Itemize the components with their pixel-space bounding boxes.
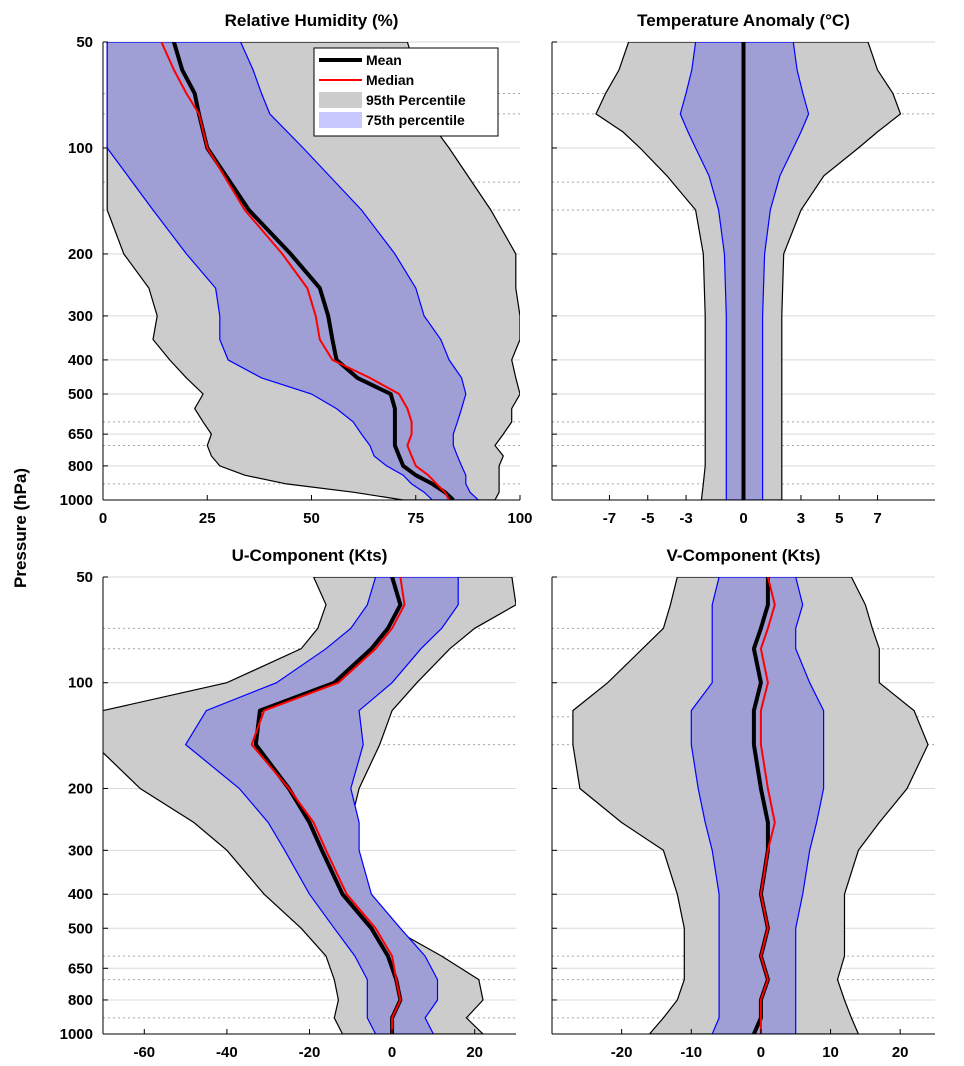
- y-tick-label: 800: [68, 458, 93, 475]
- median-line: [160, 42, 450, 500]
- panel-title: V-Component (Kts): [667, 546, 821, 565]
- x-tick-label: 3: [797, 510, 805, 527]
- y-tick-label: 1000: [60, 1026, 93, 1043]
- p75-band: [184, 577, 459, 1034]
- y-tick-label: 100: [68, 675, 93, 692]
- y-tick-label: 300: [68, 842, 93, 859]
- x-tick-label: 0: [99, 510, 107, 527]
- panel-4: V-Component (Kts) -20 -10 0 10 20: [551, 546, 935, 1061]
- x-tick-label: -10: [680, 1044, 702, 1061]
- panel-title: U-Component (Kts): [232, 546, 388, 565]
- x-tick-label: 5: [835, 510, 843, 527]
- y-tick-label: 500: [68, 386, 93, 403]
- y-tick-label: 1000: [60, 492, 93, 509]
- plot-area: [595, 42, 902, 500]
- x-tick-label: 7: [873, 510, 881, 527]
- y-tick-label: 200: [68, 246, 93, 263]
- x-tick-label: -40: [216, 1044, 238, 1061]
- plot-area: [572, 577, 929, 1034]
- x-tick-label: 20: [466, 1044, 483, 1061]
- x-tick-label: 75: [407, 510, 424, 527]
- y-tick-label: 650: [68, 426, 93, 443]
- legend-swatch: [319, 112, 362, 128]
- y-tick-label: 50: [76, 34, 93, 51]
- plot-area: [106, 42, 520, 500]
- x-tick-label: 25: [199, 510, 216, 527]
- y-tick-label: 500: [68, 920, 93, 937]
- legend-label: 75th percentile: [366, 112, 465, 128]
- y-tick-label: 800: [68, 992, 93, 1009]
- x-tick-label: -7: [603, 510, 616, 527]
- plot-area: [103, 577, 516, 1034]
- y-tick-label: 100: [68, 140, 93, 157]
- median-line: [250, 577, 406, 1034]
- x-tick-label: 10: [822, 1044, 839, 1061]
- x-tick-label: -20: [299, 1044, 321, 1061]
- panel-1: Relative Humidity (%) 0 25 50 75 100 50 100 200 3…: [60, 11, 533, 527]
- y-tick-label: 300: [68, 308, 93, 325]
- panel-title: Relative Humidity (%): [225, 11, 399, 30]
- y-tick-label: 650: [68, 960, 93, 977]
- y-tick-label: 400: [68, 352, 93, 369]
- x-tick-label: 100: [507, 510, 532, 527]
- y-tick-label: 50: [76, 569, 93, 586]
- x-tick-label: -60: [133, 1044, 155, 1061]
- y-axis-label: Pressure (hPa): [11, 468, 30, 588]
- p75-band: [690, 577, 825, 1034]
- x-tick-label: 0: [388, 1044, 396, 1061]
- x-tick-label: -3: [679, 510, 692, 527]
- x-tick-label: 50: [303, 510, 320, 527]
- legend-label: Mean: [366, 52, 402, 68]
- panel-2: Temperature Anomaly (°C) -7 -5 -3 0 3 5 7: [551, 11, 935, 527]
- x-tick-label: 0: [757, 1044, 765, 1061]
- panel-3: U-Component (Kts) -60 -40 -20 0 20 50 100 200 300…: [60, 546, 516, 1061]
- legend-label: Median: [366, 72, 414, 88]
- legend: Mean Median 95th Percentile 75th percentile: [313, 47, 499, 137]
- legend-label: 95th Percentile: [366, 92, 466, 108]
- y-tick-label: 400: [68, 886, 93, 903]
- y-tick-label: 200: [68, 780, 93, 797]
- legend-swatch: [319, 92, 362, 108]
- x-tick-label: 20: [892, 1044, 909, 1061]
- panel-title: Temperature Anomaly (°C): [637, 11, 850, 30]
- median-line: [759, 577, 776, 1034]
- x-tick-label: -5: [641, 510, 654, 527]
- x-tick-label: 0: [739, 510, 747, 527]
- x-tick-label: -20: [611, 1044, 633, 1061]
